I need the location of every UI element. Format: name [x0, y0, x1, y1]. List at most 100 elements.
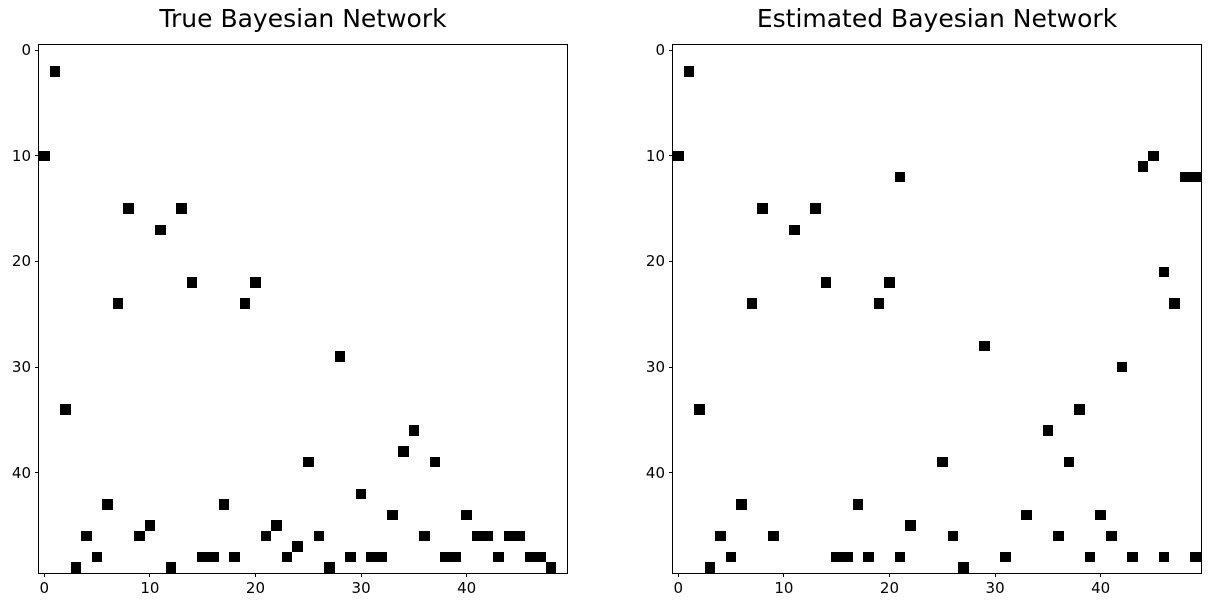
x-tick-mark	[888, 573, 890, 577]
y-tick-label: 10	[11, 146, 31, 165]
matrix-cell	[704, 562, 716, 573]
matrix-cell	[102, 499, 113, 510]
x-tick-label: 40	[457, 579, 477, 597]
matrix-cell	[176, 203, 187, 214]
matrix-cell	[493, 551, 504, 563]
matrix-cell	[165, 562, 177, 573]
matrix-cell	[186, 277, 198, 288]
matrix-cell	[694, 404, 705, 415]
matrix-cell	[387, 509, 399, 521]
matrix-cell	[905, 520, 916, 531]
matrix-cell	[471, 530, 483, 542]
matrix-cell	[820, 277, 832, 288]
matrix-cell	[250, 277, 261, 288]
y-tick-mark	[669, 260, 673, 262]
y-tick-mark	[669, 49, 673, 51]
matrix-cell	[429, 456, 441, 468]
matrix-cell	[334, 351, 346, 362]
matrix-cell	[355, 488, 367, 500]
y-tick-label: 10	[645, 146, 665, 165]
matrix-cell	[514, 530, 525, 542]
matrix-cell	[461, 509, 472, 521]
matrix-cell	[155, 224, 166, 236]
matrix-cell	[207, 551, 219, 563]
matrix-cell	[134, 530, 145, 542]
matrix-cell	[1116, 361, 1128, 373]
x-tick-mark	[1100, 573, 1102, 577]
matrix-cell	[81, 530, 92, 542]
matrix-cell	[852, 499, 864, 510]
y-tick-mark	[669, 155, 673, 157]
matrix-cell	[376, 551, 388, 563]
matrix-cell	[683, 66, 695, 77]
matrix-cell	[271, 520, 282, 531]
true-network-title: True Bayesian Network	[159, 4, 447, 33]
matrix-cell	[1169, 298, 1180, 309]
x-tick-label: 10	[140, 579, 160, 597]
matrix-cell	[810, 203, 821, 214]
matrix-cell	[49, 66, 61, 77]
matrix-cell	[1127, 551, 1138, 563]
matrix-cell	[1137, 161, 1149, 172]
matrix-cell	[324, 562, 335, 573]
x-tick-mark	[677, 573, 679, 577]
matrix-cell	[144, 520, 156, 531]
x-tick-mark	[994, 573, 996, 577]
y-tick-label: 0	[21, 41, 31, 60]
x-tick-mark	[466, 573, 468, 577]
matrix-cell	[894, 171, 906, 183]
y-tick-mark	[35, 366, 39, 368]
matrix-cell	[725, 551, 737, 563]
matrix-cell	[197, 551, 208, 563]
matrix-cell	[873, 298, 885, 309]
matrix-cell	[1074, 404, 1085, 415]
x-tick-mark	[149, 573, 151, 577]
matrix-cell	[398, 446, 409, 457]
matrix-cell	[1148, 150, 1159, 162]
matrix-cell	[884, 277, 895, 288]
matrix-cell	[1063, 456, 1075, 468]
x-tick-mark	[254, 573, 256, 577]
true-network-plot: 0 10 20 30 40 0 10 20 30 40	[12, 42, 568, 596]
matrix-cell	[239, 298, 251, 309]
matrix-cell	[947, 530, 959, 542]
matrix-cell	[863, 551, 874, 563]
matrix-cell	[60, 404, 71, 415]
matrix-cell	[1042, 425, 1054, 436]
matrix-cell	[1158, 266, 1170, 278]
x-tick-label: 20	[245, 579, 266, 597]
matrix-cell	[672, 150, 684, 162]
matrix-cell	[292, 541, 303, 552]
matrix-cell	[1000, 551, 1011, 563]
matrix-cell	[482, 530, 494, 542]
y-tick-label: 30	[11, 358, 31, 377]
matrix-cell	[450, 551, 462, 563]
matrix-cell	[715, 530, 726, 542]
matrix-cell	[260, 530, 272, 542]
matrix-cell	[1179, 171, 1191, 183]
matrix-cell	[440, 551, 451, 563]
y-tick-label: 40	[645, 463, 665, 482]
matrix-cell	[408, 425, 420, 436]
matrix-cell	[746, 298, 758, 309]
y-tick-label: 30	[645, 358, 665, 377]
matrix-cell	[768, 530, 779, 542]
matrix-cell	[91, 551, 103, 563]
matrix-cell	[789, 224, 800, 236]
x-tick-mark	[43, 573, 45, 577]
x-tick-label: 30	[351, 579, 371, 597]
x-tick-mark	[783, 573, 785, 577]
matrix-cell	[1084, 551, 1096, 563]
y-tick-mark	[35, 49, 39, 51]
matrix-cell	[1021, 509, 1033, 521]
estimated-network-plot: 0 10 20 30 40 0 10 20 30 40	[646, 42, 1202, 596]
matrix-cell	[831, 551, 842, 563]
matrix-cell	[841, 551, 853, 563]
estimated-network-title: Estimated Bayesian Network	[756, 4, 1118, 33]
matrix-cell	[524, 551, 536, 563]
matrix-cell	[313, 530, 325, 542]
y-tick-label: 20	[11, 252, 31, 271]
y-tick-mark	[669, 472, 673, 474]
matrix-cell	[757, 203, 769, 214]
